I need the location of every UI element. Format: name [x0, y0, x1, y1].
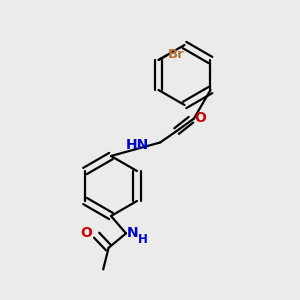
Text: N: N — [127, 226, 139, 240]
Text: HN: HN — [125, 138, 149, 152]
Text: O: O — [195, 111, 206, 125]
Text: O: O — [80, 226, 92, 240]
Text: H: H — [137, 233, 147, 246]
Text: Br: Br — [168, 48, 185, 61]
